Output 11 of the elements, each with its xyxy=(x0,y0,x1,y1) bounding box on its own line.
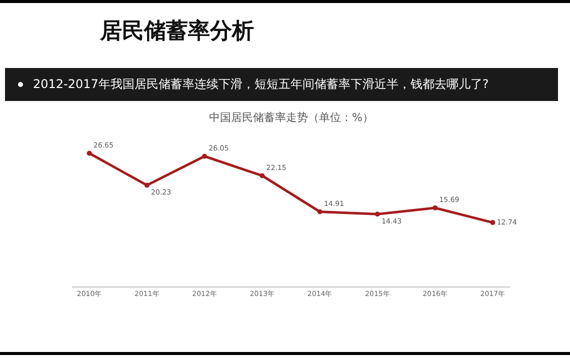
point xyxy=(432,205,438,210)
point xyxy=(317,209,322,214)
text: 中国居民储蓄率走势（单位：%） xyxy=(209,111,374,124)
chart-subtitle: 2012-2017年我国居民储蓄率连续下滑，短短五年间储蓄率下滑近半，钱都去哪儿了? xyxy=(33,77,489,91)
point xyxy=(202,154,208,159)
point xyxy=(374,212,380,217)
point xyxy=(260,173,265,178)
point xyxy=(86,150,92,156)
point xyxy=(144,182,150,188)
point xyxy=(490,220,496,226)
chart-title: 居民储蓄率分析 xyxy=(100,18,254,46)
